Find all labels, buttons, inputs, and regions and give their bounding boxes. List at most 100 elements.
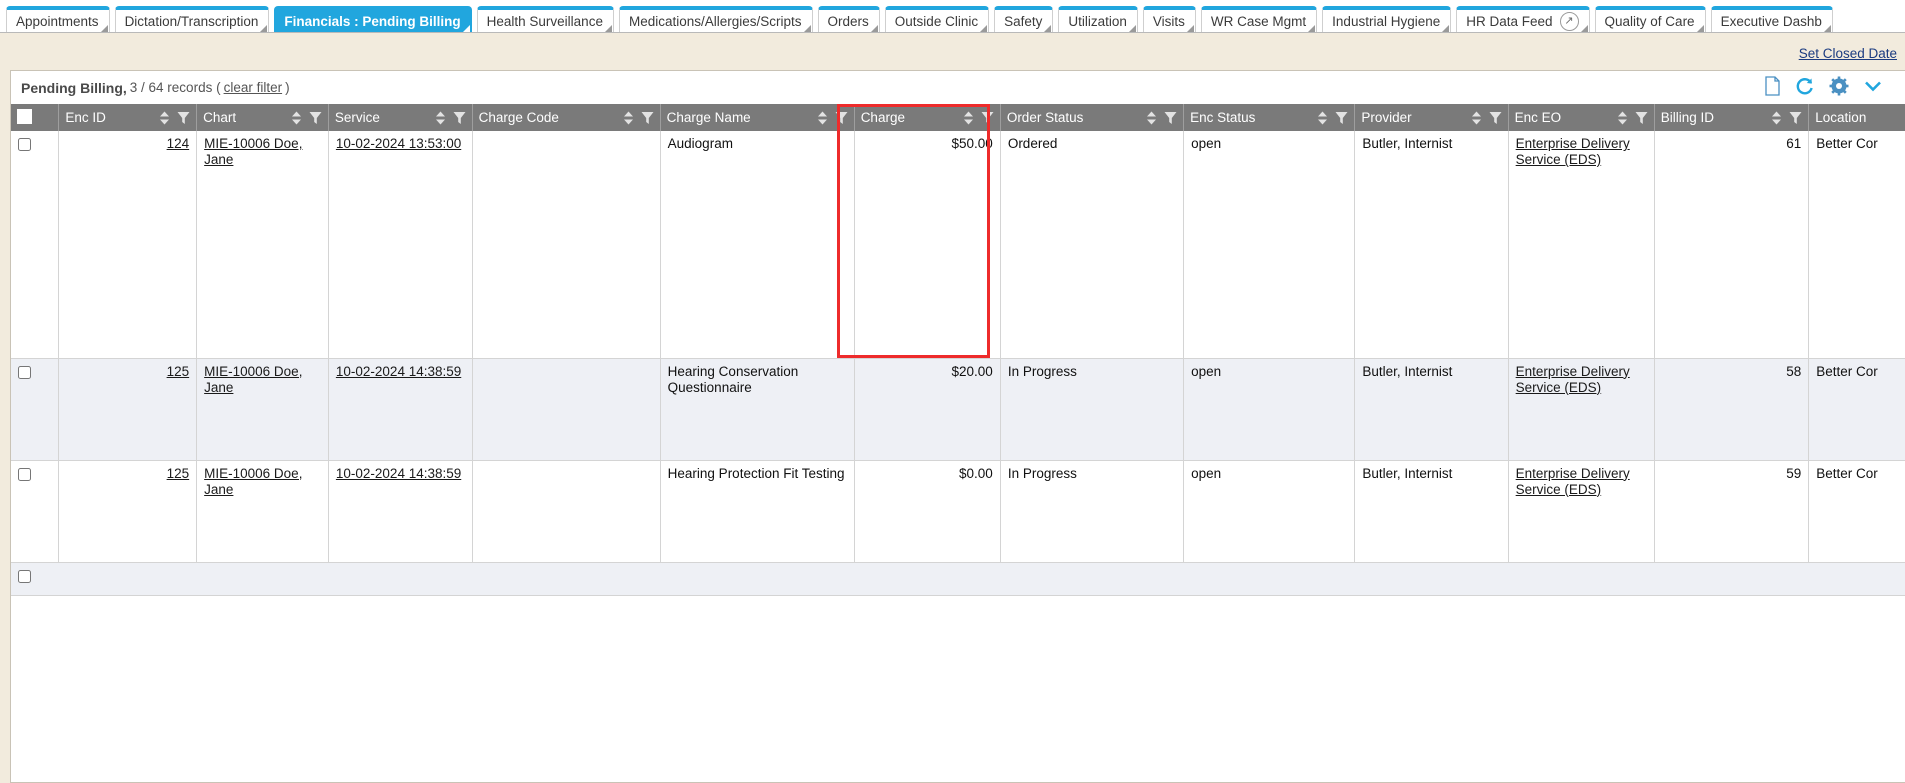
- enc_eo-link[interactable]: Enterprise Delivery Service (EDS): [1515, 136, 1630, 167]
- row-select-checkbox[interactable]: [18, 467, 31, 481]
- set-closed-date-link[interactable]: Set Closed Date: [1798, 46, 1897, 61]
- cell-enc_id[interactable]: 125: [58, 358, 198, 461]
- sort-icon[interactable]: [1771, 111, 1782, 125]
- sort-icon[interactable]: [623, 111, 634, 125]
- cell-select[interactable]: [11, 460, 60, 563]
- cell-service[interactable]: 10-02-2024 13:53:00: [328, 131, 473, 359]
- service-link[interactable]: 10-02-2024 14:38:59: [335, 465, 462, 481]
- refresh-icon[interactable]: [1795, 76, 1815, 96]
- row-select-checkbox[interactable]: [18, 138, 31, 151]
- service-link[interactable]: 10-02-2024 14:38:59: [335, 363, 462, 379]
- table-row-empty[interactable]: [11, 562, 1905, 596]
- col-header-service[interactable]: Service: [328, 104, 473, 131]
- cell-enc_eo[interactable]: Enterprise Delivery Service (EDS): [1508, 358, 1655, 461]
- cell-enc_eo[interactable]: Enterprise Delivery Service (EDS): [1508, 131, 1655, 359]
- col-header-enc_id[interactable]: Enc ID: [58, 104, 198, 131]
- cell-select[interactable]: [11, 358, 60, 461]
- col-header-provider[interactable]: Provider: [1354, 104, 1509, 131]
- col-header-charge_name[interactable]: Charge Name: [660, 104, 855, 131]
- chart-link[interactable]: MIE-10006 Doe, Jane: [204, 136, 303, 167]
- tab-visits[interactable]: Visits: [1142, 6, 1196, 32]
- filter-icon[interactable]: [177, 111, 190, 125]
- pending-billing-table: Enc ID Chart Service Charge Code Charge Name…: [11, 104, 1905, 596]
- external-link-icon[interactable]: ↗: [1559, 11, 1579, 31]
- enc_eo-link[interactable]: Enterprise Delivery Service (EDS): [1515, 363, 1630, 395]
- filter-icon[interactable]: [453, 111, 466, 125]
- sort-icon[interactable]: [1317, 111, 1328, 125]
- service-link[interactable]: 10-02-2024 13:53:00: [335, 136, 462, 151]
- tab-dictation-transcription[interactable]: Dictation/Transcription: [114, 6, 270, 32]
- cell-service[interactable]: 10-02-2024 14:38:59: [328, 460, 473, 563]
- gear-icon[interactable]: [1829, 76, 1849, 96]
- filter-icon[interactable]: [1789, 111, 1802, 125]
- col-header-chart[interactable]: Chart: [196, 104, 329, 131]
- cell-service[interactable]: 10-02-2024 14:38:59: [328, 358, 473, 461]
- tab-quality-of-care[interactable]: Quality of Care: [1594, 6, 1706, 32]
- col-header-enc_eo[interactable]: Enc EO: [1508, 104, 1655, 131]
- col-header-location[interactable]: Location: [1808, 104, 1905, 131]
- tab-safety[interactable]: Safety: [994, 6, 1054, 32]
- tab-health-surveillance[interactable]: Health Surveillance: [476, 6, 614, 32]
- sort-icon[interactable]: [1146, 111, 1157, 125]
- cell-enc_eo[interactable]: Enterprise Delivery Service (EDS): [1508, 460, 1655, 563]
- tab-wr-case-mgmt[interactable]: WR Case Mgmt: [1200, 6, 1318, 32]
- tab-medications-allergies-scripts[interactable]: Medications/Allergies/Scripts: [618, 6, 813, 32]
- cell-enc_id[interactable]: 125: [58, 460, 198, 563]
- filter-icon[interactable]: [1164, 111, 1177, 125]
- tab-outside-clinic[interactable]: Outside Clinic: [884, 6, 990, 32]
- enc-id-link[interactable]: 125: [166, 465, 190, 481]
- filter-icon[interactable]: [835, 111, 848, 125]
- enc-id-link[interactable]: 125: [166, 363, 190, 379]
- document-icon[interactable]: [1764, 76, 1781, 96]
- table-row[interactable]: 124 MIE-10006 Doe, Jane 10-02-2024 13:53:0…: [11, 131, 1905, 359]
- filter-icon[interactable]: [641, 111, 654, 125]
- sort-icon[interactable]: [435, 111, 446, 125]
- chevron-down-icon[interactable]: [1863, 76, 1883, 96]
- sort-icon[interactable]: [1471, 111, 1482, 125]
- cell-order_status: [1000, 562, 1184, 596]
- tab-industrial-hygiene[interactable]: Industrial Hygiene: [1322, 6, 1452, 32]
- tab-executive-dashb[interactable]: Executive Dashb: [1710, 6, 1833, 32]
- row-select-checkbox[interactable]: [18, 569, 31, 583]
- cell-chart[interactable]: MIE-10006 Doe, Jane: [196, 131, 329, 359]
- tab-hr-data-feed[interactable]: HR Data Feed ↗: [1456, 6, 1590, 32]
- row-select-checkbox[interactable]: [18, 365, 31, 379]
- tab-financials-pending-billing[interactable]: Financials : Pending Billing: [274, 6, 472, 32]
- sort-icon[interactable]: [159, 111, 170, 125]
- filter-icon[interactable]: [1635, 111, 1648, 125]
- sort-icon[interactable]: [817, 111, 828, 125]
- filter-icon[interactable]: [309, 111, 322, 125]
- clear-filter-link[interactable]: clear filter: [223, 80, 283, 95]
- enc_eo-link[interactable]: Enterprise Delivery Service (EDS): [1515, 465, 1630, 497]
- enc-id-link[interactable]: 124: [166, 136, 190, 151]
- col-header-icons: [1771, 111, 1802, 125]
- chart-link[interactable]: MIE-10006 Doe, Jane: [204, 465, 303, 497]
- table-row[interactable]: 125 MIE-10006 Doe, Jane 10-02-2024 14:38:5…: [11, 358, 1905, 461]
- col-header-enc_status[interactable]: Enc Status: [1183, 104, 1356, 131]
- col-header-billing_id[interactable]: Billing ID: [1654, 104, 1810, 131]
- col-header-order_status[interactable]: Order Status: [1000, 104, 1185, 131]
- tab-orders[interactable]: Orders: [817, 6, 880, 32]
- grid-scroll-area[interactable]: Enc ID Chart Service Charge Code Charge Name…: [11, 104, 1905, 782]
- sort-icon[interactable]: [963, 111, 974, 125]
- filter-icon[interactable]: [1335, 111, 1348, 125]
- cell-chart[interactable]: MIE-10006 Doe, Jane: [196, 460, 329, 563]
- chart-link[interactable]: MIE-10006 Doe, Jane: [204, 363, 303, 395]
- col-header-charge_code[interactable]: Charge Code: [472, 104, 661, 131]
- select-all-checkbox[interactable]: [17, 108, 32, 124]
- tab-appointments[interactable]: Appointments: [6, 6, 110, 32]
- filter-icon[interactable]: [981, 111, 994, 125]
- sort-icon[interactable]: [1617, 111, 1628, 125]
- sort-icon[interactable]: [291, 111, 302, 125]
- col-header-charge[interactable]: Charge: [854, 104, 1001, 131]
- cell-charge_code: [472, 562, 661, 596]
- tab-corner-icon: [1128, 25, 1136, 32]
- table-row[interactable]: 125 MIE-10006 Doe, Jane 10-02-2024 14:38:5…: [11, 460, 1905, 563]
- cell-select[interactable]: [11, 562, 59, 596]
- cell-enc_id[interactable]: 124: [58, 131, 198, 359]
- col-header-select[interactable]: [11, 104, 60, 131]
- filter-icon[interactable]: [1489, 111, 1502, 125]
- cell-chart[interactable]: MIE-10006 Doe, Jane: [196, 358, 329, 461]
- cell-select[interactable]: [11, 131, 60, 359]
- tab-utilization[interactable]: Utilization: [1058, 6, 1138, 32]
